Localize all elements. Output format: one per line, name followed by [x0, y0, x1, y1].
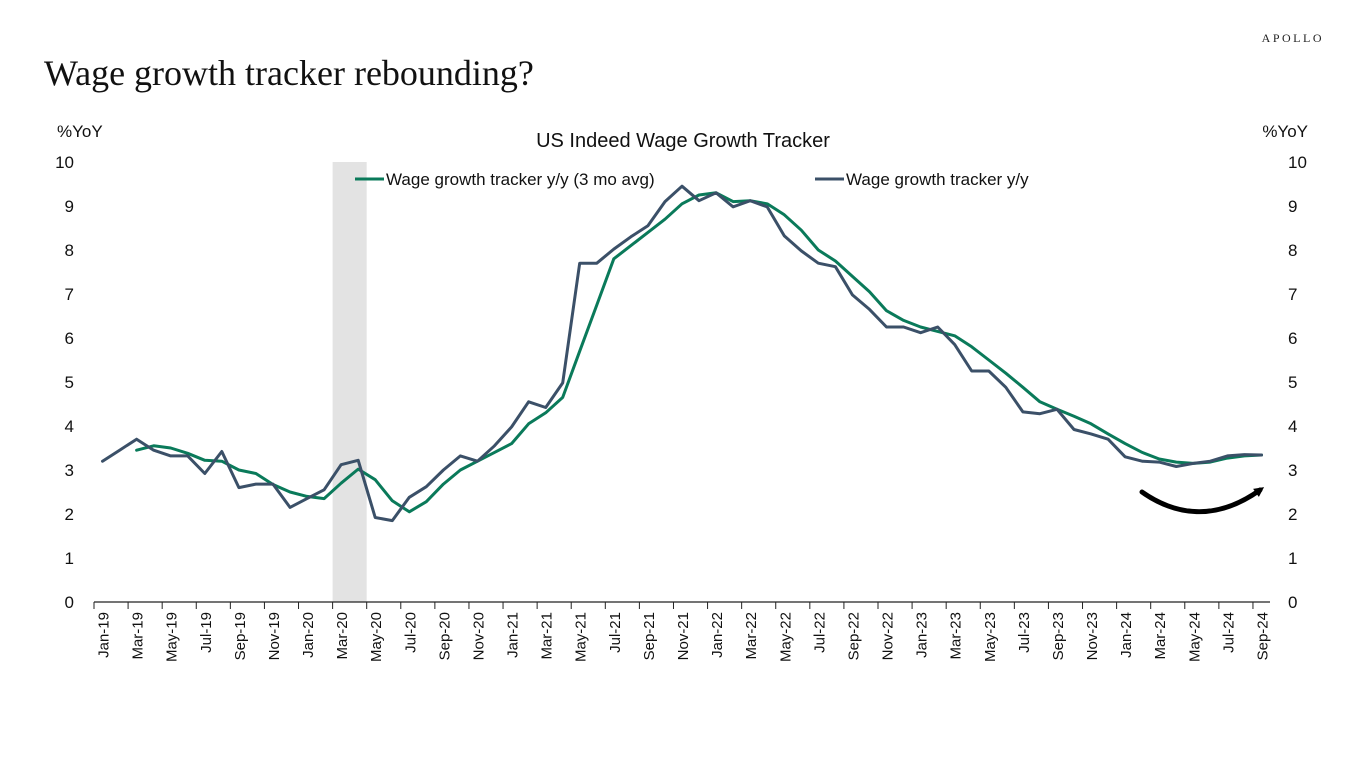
y-tick-label-right: 10 [1288, 153, 1307, 172]
x-tick-label: Mar-24 [1152, 612, 1169, 660]
x-tick-label: May-23 [982, 612, 999, 662]
x-tick-label: Jul-24 [1220, 612, 1237, 653]
y-tick-label-right: 7 [1288, 285, 1297, 304]
x-tick-label: Sep-22 [845, 612, 862, 660]
y-axis-label-right: %YoY [1262, 122, 1308, 141]
x-tick-label: May-24 [1186, 612, 1203, 662]
x-tick-label: Jul-21 [607, 612, 624, 653]
y-axis-label-left: %YoY [57, 122, 103, 141]
x-tick-label: Nov-19 [266, 612, 283, 660]
x-tick-label: May-21 [573, 612, 590, 662]
y-tick-label-left: 5 [65, 373, 74, 392]
x-tick-label: Nov-22 [880, 612, 897, 660]
y-tick-label-right: 0 [1288, 593, 1297, 612]
y-tick-label-right: 6 [1288, 329, 1297, 348]
x-tick-label: Sep-19 [232, 612, 249, 660]
y-tick-label-left: 9 [65, 197, 74, 216]
chart-title: US Indeed Wage Growth Tracker [536, 130, 830, 152]
x-tick-label: Jan-21 [505, 612, 522, 658]
x-tick-label: Jul-22 [811, 612, 828, 653]
x-tick-label: Nov-21 [675, 612, 692, 660]
x-tick-label: Mar-22 [743, 612, 760, 660]
y-tick-label-left: 4 [65, 417, 74, 436]
x-tick-label: Nov-20 [470, 612, 487, 660]
brand-logo: APOLLO [1261, 31, 1324, 45]
x-tick-label: May-20 [368, 612, 385, 662]
x-tick-label: Mar-19 [130, 612, 147, 660]
x-tick-label: Jan-20 [300, 612, 317, 658]
y-tick-label-right: 3 [1288, 461, 1297, 480]
y-tick-label-left: 10 [55, 153, 74, 172]
y-tick-label-left: 2 [65, 505, 74, 524]
x-tick-label: Sep-20 [436, 612, 453, 660]
x-tick-label: Jan-19 [96, 612, 113, 658]
y-tick-label-right: 1 [1288, 549, 1297, 568]
x-tick-label: May-19 [164, 612, 181, 662]
x-tick-label: Jul-23 [1016, 612, 1033, 653]
x-tick-label: Jan-24 [1118, 612, 1135, 658]
legend-label: Wage growth tracker y/y [846, 170, 1029, 189]
y-tick-label-right: 2 [1288, 505, 1297, 524]
y-tick-label-left: 6 [65, 329, 74, 348]
recession-shading [332, 162, 367, 602]
y-tick-label-left: 1 [65, 549, 74, 568]
x-tick-label: Mar-20 [334, 612, 351, 660]
y-tick-label-right: 8 [1288, 241, 1297, 260]
x-tick-label: Nov-23 [1084, 612, 1101, 660]
x-tick-label: Jan-22 [709, 612, 726, 658]
x-tick-label: Sep-23 [1050, 612, 1067, 660]
page-title: Wage growth tracker rebounding? [44, 53, 534, 93]
x-tick-label: Mar-23 [948, 612, 965, 660]
y-tick-label-left: 3 [65, 461, 74, 480]
x-tick-label: Sep-24 [1254, 612, 1271, 660]
y-tick-label-left: 7 [65, 285, 74, 304]
series-line-3mo-avg [135, 191, 1263, 514]
y-tick-label-right: 9 [1288, 197, 1297, 216]
x-tick-label: May-22 [777, 612, 794, 662]
y-tick-label-right: 5 [1288, 373, 1297, 392]
x-tick-label: Jul-19 [198, 612, 215, 653]
series-line-yy [101, 184, 1263, 523]
y-tick-label-left: 0 [65, 593, 74, 612]
x-tick-label: Sep-21 [641, 612, 658, 660]
x-tick-label: Jul-20 [402, 612, 419, 653]
y-tick-label-right: 4 [1288, 417, 1297, 436]
x-tick-label: Jan-23 [914, 612, 931, 658]
rebound-arrow-icon [1139, 487, 1265, 515]
y-tick-label-left: 8 [65, 241, 74, 260]
x-tick-label: Mar-21 [539, 612, 556, 660]
legend-label: Wage growth tracker y/y (3 mo avg) [386, 170, 655, 189]
